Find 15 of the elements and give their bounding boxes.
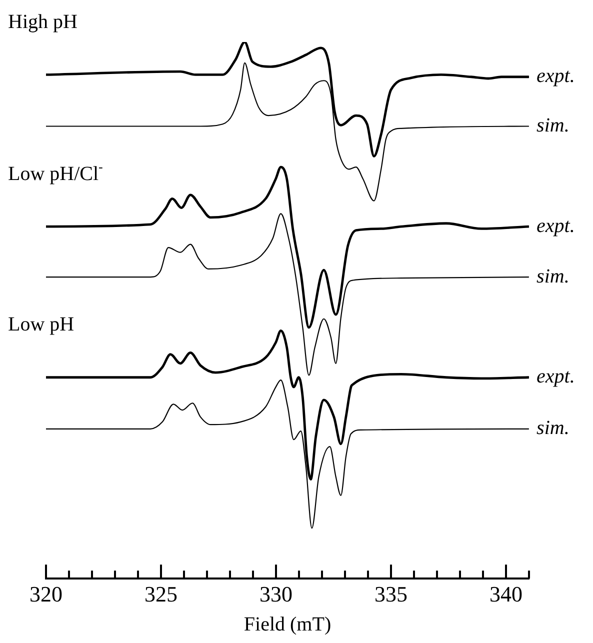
annotation: Low pH/Cl- [8,159,103,185]
x-tick-label: 340 [490,582,522,607]
text: High pH [8,10,78,33]
series-label: expt. [536,366,575,388]
x-tick-label: 320 [30,582,62,607]
x-tick-label: 330 [260,582,292,607]
series-label: expt. [536,65,575,88]
x-tick-label: 335 [374,582,408,607]
series-label: sim. [536,114,570,136]
x-tick-label: 325 [144,582,178,607]
series-label: sim. [536,265,570,288]
series-label: sim. [536,417,570,440]
series-label: expt. [536,214,575,237]
annotation: Low pH [8,314,74,336]
x-axis-title: Field (mT) [244,613,332,636]
